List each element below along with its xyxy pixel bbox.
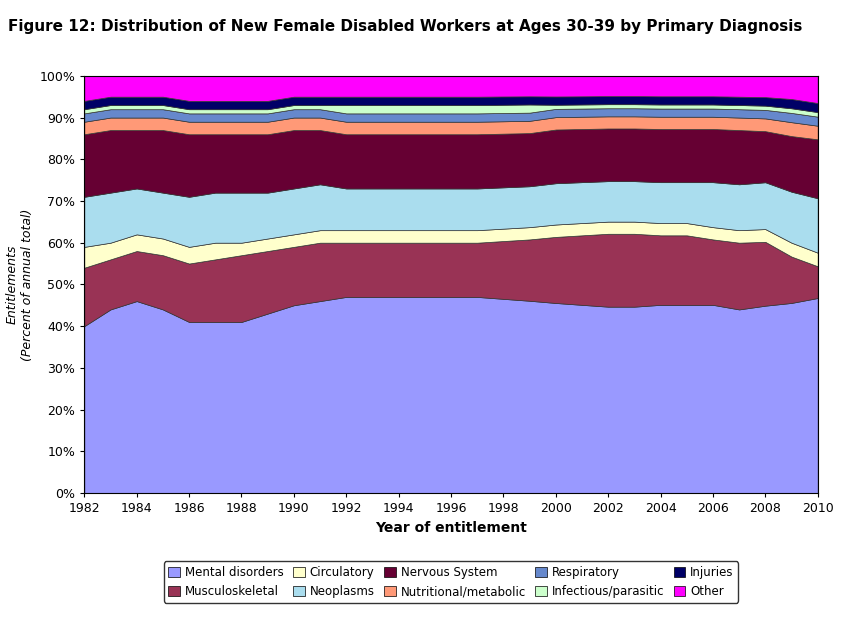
X-axis label: Year of entitlement: Year of entitlement	[375, 521, 527, 535]
Y-axis label: Entitlements
(Percent of annual total): Entitlements (Percent of annual total)	[6, 208, 34, 361]
Legend: Mental disorders, Musculoskeletal, Circulatory, Neoplasms, Nervous System, Nutri: Mental disorders, Musculoskeletal, Circu…	[164, 561, 738, 603]
Text: Figure 12: Distribution of New Female Disabled Workers at Ages 30-39 by Primary : Figure 12: Distribution of New Female Di…	[8, 19, 803, 34]
